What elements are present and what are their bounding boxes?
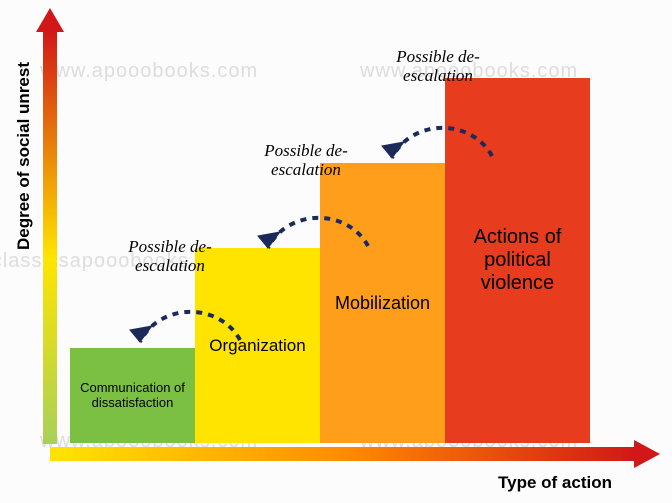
y-axis-label: Degree of social unrest (14, 62, 34, 250)
annotation-deescalation-3: Possible de-escalation (378, 48, 498, 85)
deescalation-arrow-2 (248, 186, 388, 276)
annotation-deescalation-1: Possible de-escalation (110, 238, 230, 275)
x-axis-label: Type of action (498, 473, 612, 493)
x-axis-arrow (50, 439, 660, 469)
y-axis-arrow (36, 8, 66, 448)
annotation-deescalation-2: Possible de-escalation (246, 142, 366, 179)
bar-label: Communication of dissatisfaction (76, 381, 189, 411)
bar-label: Actions of political violence (451, 226, 584, 295)
chart-container: www.apooobooks.com www.apooobooks.com ww… (0, 0, 672, 503)
deescalation-arrow-3 (372, 96, 512, 186)
deescalation-arrow-1 (120, 280, 260, 370)
bar-label: Mobilization (335, 293, 430, 314)
watermark: www.apooobooks.com (40, 60, 258, 83)
